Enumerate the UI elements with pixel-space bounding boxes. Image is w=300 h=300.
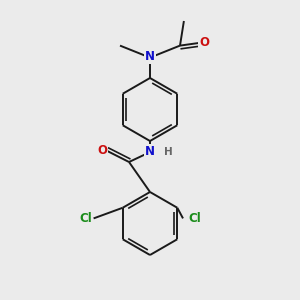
Text: N: N <box>145 145 155 158</box>
Text: H: H <box>164 147 172 157</box>
Text: O: O <box>199 36 209 49</box>
Text: N: N <box>145 50 155 64</box>
Text: O: O <box>97 143 107 157</box>
Text: Cl: Cl <box>188 212 201 226</box>
Text: Cl: Cl <box>80 212 92 226</box>
